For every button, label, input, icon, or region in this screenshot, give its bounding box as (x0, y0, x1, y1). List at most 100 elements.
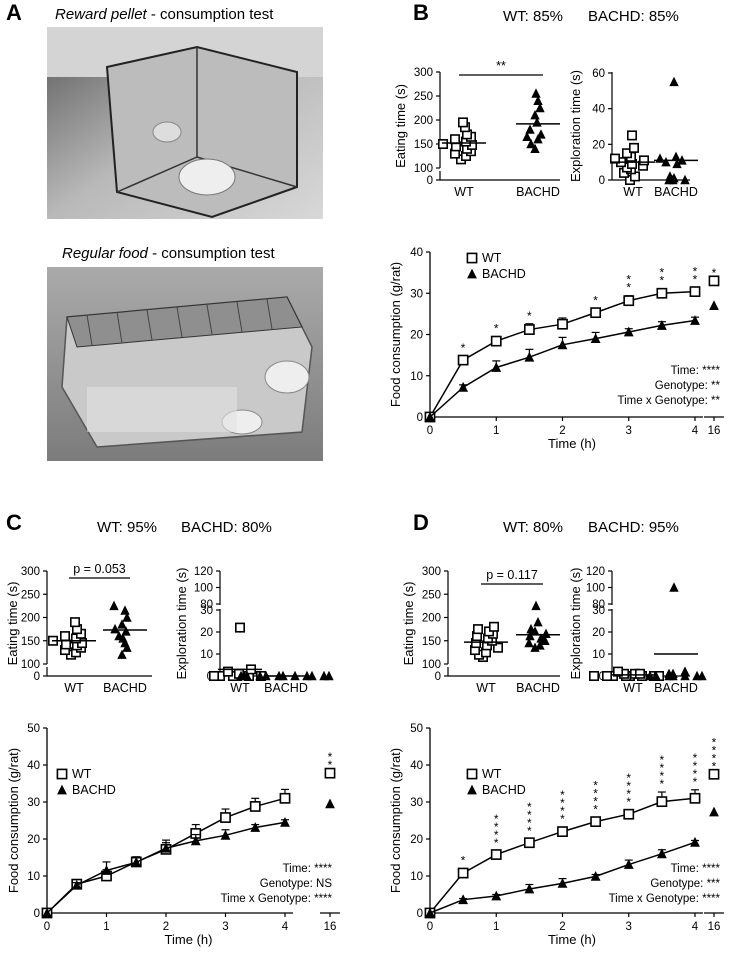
data-point (60, 639, 71, 650)
y-tick-label: 100 (586, 583, 605, 595)
y-tick-label: 0 (34, 908, 40, 920)
data-point (590, 870, 601, 881)
photo2-title-italic: Regular food (62, 245, 148, 262)
significance-star: * (626, 771, 631, 785)
significance-star: * (712, 735, 717, 749)
photo1-title-rest: - consumption test (146, 6, 274, 23)
y-tick-label: 0 (417, 412, 423, 424)
data-point (425, 411, 435, 422)
x-axis-label: Time (h) (548, 932, 596, 947)
data-point (223, 666, 234, 677)
B-exploration-chart: 0 20 40 60 Exploration time (s) WT BACHD (568, 68, 698, 199)
significance-star: * (593, 803, 598, 817)
y-tick-label: 300 (21, 566, 40, 578)
data-point (557, 339, 568, 350)
data-point (588, 670, 599, 681)
significance-star: * (494, 828, 499, 842)
significance-star: * (494, 812, 499, 826)
significance-star: * (461, 341, 466, 355)
data-point (672, 158, 682, 169)
x-tick-label: 3 (222, 921, 228, 933)
data-point (121, 626, 131, 636)
stats-line: Time: **** (671, 365, 721, 377)
significance-star: * (494, 836, 499, 850)
data-point (457, 867, 469, 879)
data-point (491, 362, 502, 372)
data-point (665, 171, 675, 181)
data-point (628, 142, 639, 153)
data-point (533, 616, 543, 627)
data-point (557, 878, 568, 888)
y-axis-label: Food consumption (g/rat) (388, 748, 403, 893)
data-point (307, 670, 317, 681)
legend-wt-marker (466, 252, 478, 264)
data-point (645, 670, 655, 681)
significance-star: * (660, 761, 665, 775)
y-axis-label: Eating time (s) (393, 84, 408, 168)
data-point (522, 131, 532, 141)
y-tick-label: 150 (21, 636, 40, 648)
x-category-label: WT (230, 681, 250, 695)
x-category-label: BACHD (654, 185, 698, 199)
y-tick-label: 40 (410, 247, 423, 259)
significance-star: * (712, 751, 717, 765)
data-point (457, 117, 468, 128)
y-tick-label: 0 (417, 908, 423, 920)
significance-star: * (560, 788, 565, 802)
data-point (490, 849, 502, 860)
y-tick-label: 40 (592, 104, 605, 116)
x-tick-label: 2 (163, 921, 169, 933)
photo1-title-italic: Reward pellet (55, 6, 147, 23)
data-point (656, 320, 667, 330)
y-tick-label: 120 (194, 566, 213, 578)
data-point (255, 670, 265, 681)
data-point (117, 649, 127, 659)
y-axis-label: Eating time (s) (401, 582, 416, 666)
significance-star: * (626, 779, 631, 793)
stats-line: Time: **** (283, 863, 333, 875)
data-point (541, 628, 551, 638)
significance-star: * (461, 854, 466, 868)
data-point (626, 130, 637, 141)
legend-wt-label: WT (482, 251, 502, 265)
x-tick-label: 1 (493, 425, 499, 437)
y-axis-label: Exploration time (s) (174, 568, 189, 680)
significance-star: * (626, 281, 631, 295)
legend-wt-marker (56, 768, 68, 780)
data-point-16h (708, 275, 720, 287)
data-point (458, 381, 469, 392)
data-point (623, 859, 634, 869)
y-tick-label: 10 (200, 649, 213, 661)
y-tick-label: 20 (592, 139, 605, 151)
data-point (526, 623, 536, 634)
significance-star: * (494, 322, 499, 336)
y-tick-label: 40 (410, 760, 423, 772)
significance-star: * (693, 759, 698, 773)
legend-bachd-marker (467, 268, 477, 279)
panel-b-wt-pct: WT: 85% (503, 8, 564, 25)
y-tick-label: 10 (410, 871, 423, 883)
x-category-label: BACHD (264, 681, 308, 695)
x-axis-label: Time (h) (548, 436, 596, 451)
significance-star: * (660, 777, 665, 791)
data-point (669, 76, 679, 87)
significance-star: * (693, 751, 698, 765)
D-food-chart: 0 10 20 30 40 50 0 1 2 3 4 16 Time (h) Food consumpti… (388, 723, 724, 947)
significance-label: p = 0.053 (73, 562, 126, 576)
y-tick-label: 0 (599, 671, 605, 683)
data-point (114, 630, 124, 641)
legend-wt-label: WT (482, 767, 502, 781)
data-point-16h (324, 767, 336, 779)
significance-star: * (626, 795, 631, 809)
data-point (535, 640, 545, 650)
significance-star: * (560, 804, 565, 818)
data-point (601, 670, 612, 681)
data-point (59, 631, 70, 642)
data-point (623, 808, 635, 820)
y-tick-label: 200 (422, 613, 441, 625)
y-tick-label: 120 (586, 566, 605, 578)
data-point (458, 894, 469, 905)
